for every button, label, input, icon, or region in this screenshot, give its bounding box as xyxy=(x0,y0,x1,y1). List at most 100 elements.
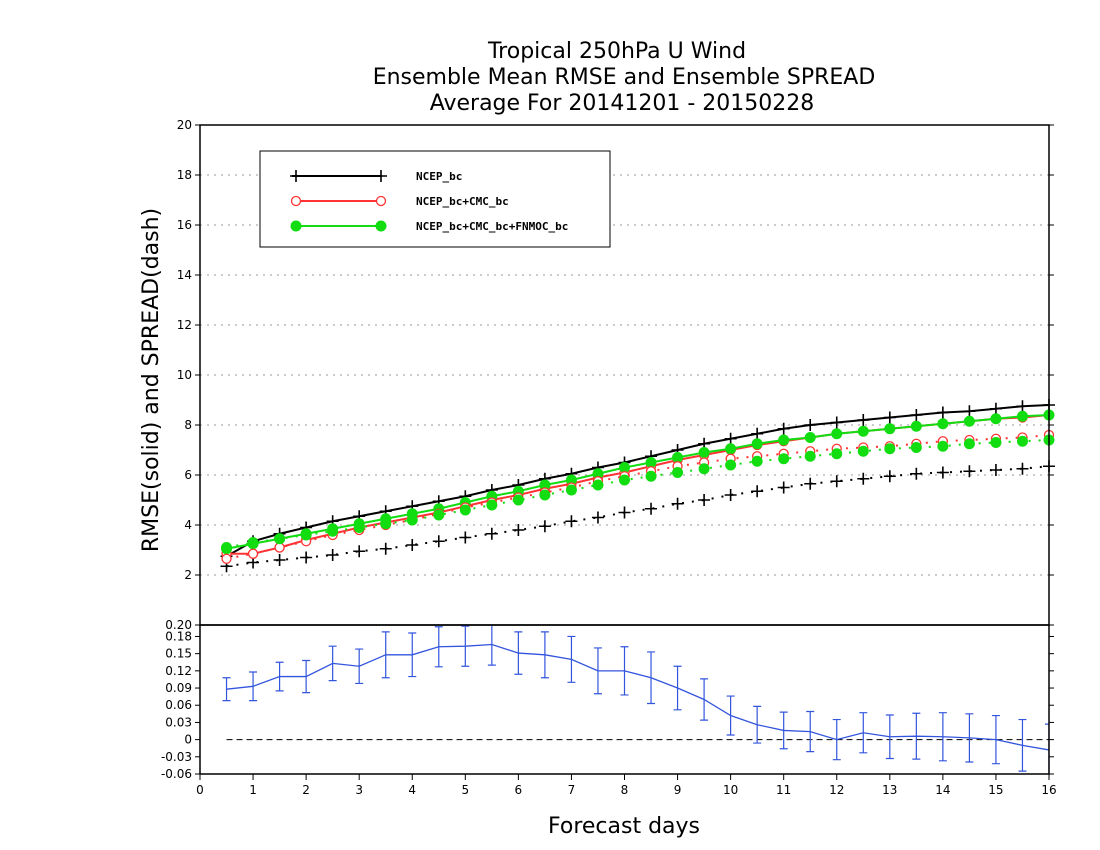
chart-title: Tropical 250hPa U Wind Ensemble Mean RMS… xyxy=(373,39,876,116)
data-point xyxy=(724,489,737,501)
data-point xyxy=(937,418,949,430)
legend-label: NCEP_bc+CMC_bc+FNMOC_bc xyxy=(416,220,568,233)
error-bar xyxy=(222,677,231,702)
data-point xyxy=(221,553,232,564)
y-tick-label: 0.03 xyxy=(165,715,192,729)
data-point xyxy=(459,531,472,544)
data-point xyxy=(725,459,737,471)
series-line xyxy=(226,434,1050,560)
data-point xyxy=(804,477,817,490)
legend-label: NCEP_bc+CMC_bc xyxy=(416,195,509,208)
y-tick-label: 0.18 xyxy=(165,629,192,643)
data-point xyxy=(724,432,737,445)
data-point xyxy=(353,522,365,533)
y-tick-label: 18 xyxy=(177,168,192,182)
data-point xyxy=(778,453,790,465)
y-tick-label: 6 xyxy=(184,468,192,482)
series-line xyxy=(226,439,1050,549)
series-group xyxy=(221,409,1055,555)
series-group xyxy=(220,399,1055,563)
data-point xyxy=(485,527,498,540)
data-point xyxy=(274,533,286,545)
series-line xyxy=(226,404,1050,558)
data-point xyxy=(327,525,339,537)
x-tick-label: 6 xyxy=(515,783,523,797)
series-group xyxy=(221,409,1055,559)
y-tick-label: 16 xyxy=(177,218,192,232)
data-point xyxy=(698,463,710,475)
legend-box xyxy=(259,150,611,248)
y-tick-label: 0.20 xyxy=(165,618,192,632)
y-tick-label: 0.12 xyxy=(165,664,192,678)
y-tick-label: -0.03 xyxy=(161,750,192,764)
y-tick-label: 8 xyxy=(184,418,192,432)
data-point xyxy=(910,420,922,432)
legend-marker xyxy=(290,170,302,182)
data-point xyxy=(883,411,896,424)
y-tick-label: 4 xyxy=(184,518,192,532)
x-tick-label: 16 xyxy=(1041,783,1056,797)
data-point xyxy=(247,548,259,559)
data-point xyxy=(778,434,790,446)
data-point xyxy=(751,485,764,498)
legend-label: NCEP_bc xyxy=(416,170,462,183)
data-point xyxy=(645,470,657,482)
data-point xyxy=(512,524,525,536)
x-tick-label: 9 xyxy=(674,783,682,797)
data-point xyxy=(698,494,711,506)
data-point xyxy=(353,545,366,558)
data-point xyxy=(989,402,1002,415)
series-line xyxy=(226,465,1050,568)
title-line-2: Ensemble Mean RMSE and Ensemble SPREAD xyxy=(373,65,876,90)
data-point xyxy=(671,497,684,510)
data-point xyxy=(1016,410,1028,422)
error-bar xyxy=(1045,723,1049,774)
data-point xyxy=(486,499,498,511)
data-point xyxy=(619,474,630,486)
data-point xyxy=(857,472,870,485)
data-point xyxy=(883,470,896,483)
series-group xyxy=(221,434,1055,553)
x-tick-label: 13 xyxy=(882,783,897,797)
series-group xyxy=(221,429,1055,564)
legend-marker xyxy=(290,220,302,232)
data-point xyxy=(831,448,843,460)
data-point xyxy=(619,462,630,473)
data-point xyxy=(300,529,312,541)
data-point xyxy=(300,551,313,564)
data-point xyxy=(989,464,1002,476)
data-point xyxy=(830,475,843,488)
y-tick-label: 14 xyxy=(177,268,192,282)
data-point xyxy=(1016,400,1029,413)
difference-series xyxy=(222,625,1049,774)
data-point xyxy=(247,537,259,548)
data-point xyxy=(990,437,1002,448)
legend-marker xyxy=(375,220,387,232)
data-point xyxy=(406,514,418,526)
series-line xyxy=(226,414,1050,555)
x-tick-label: 0 xyxy=(196,783,204,797)
data-point xyxy=(804,419,817,431)
data-point xyxy=(857,445,869,457)
data-point xyxy=(751,455,763,467)
y-tick-label: 0.06 xyxy=(165,698,192,712)
data-point xyxy=(751,438,763,450)
data-point xyxy=(963,438,975,450)
y-tick-label: 0.09 xyxy=(165,681,192,695)
x-tick-label: 12 xyxy=(829,783,844,797)
x-tick-label: 11 xyxy=(776,783,791,797)
legend: NCEP_bc NCEP_bc+CMC_bc NCEP_bc+CMC_bc+FNMO… xyxy=(259,150,611,248)
y-tick-label: 0.15 xyxy=(165,647,192,661)
data-point xyxy=(936,466,949,479)
data-point xyxy=(1016,435,1028,447)
data-point xyxy=(459,504,471,516)
data-point xyxy=(672,467,684,478)
x-tick-label: 3 xyxy=(355,783,363,797)
data-point xyxy=(857,414,870,426)
data-point xyxy=(512,494,524,506)
x-tick-label: 5 xyxy=(461,783,469,797)
data-point xyxy=(274,542,285,553)
x-axis-title: Forecast days xyxy=(548,814,700,839)
x-tick-label: 10 xyxy=(723,783,738,797)
